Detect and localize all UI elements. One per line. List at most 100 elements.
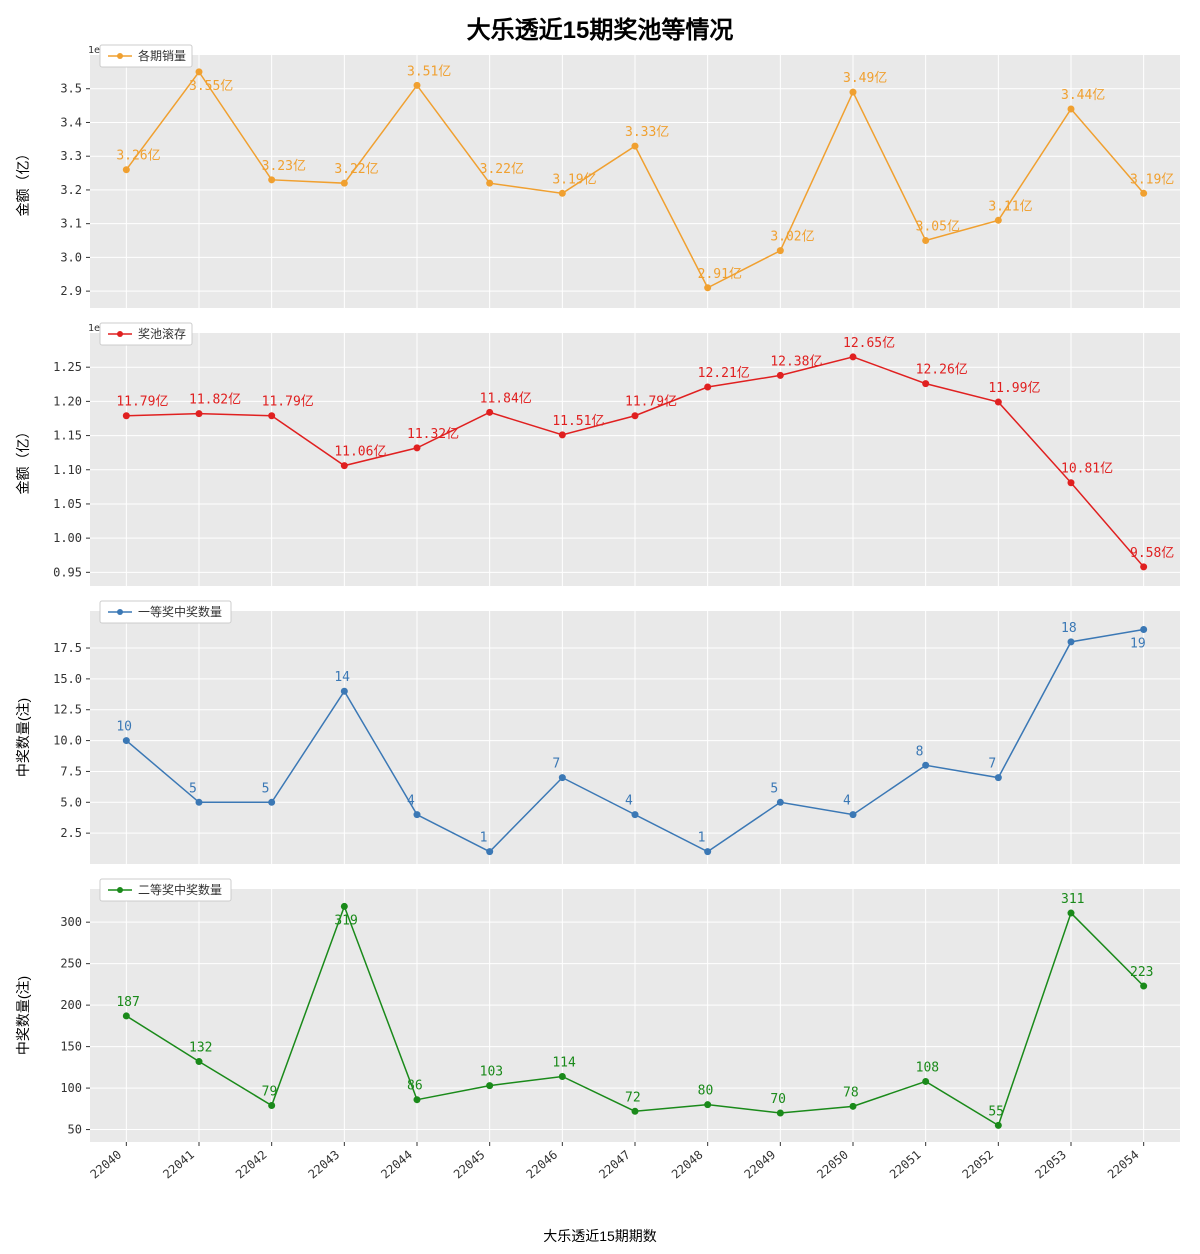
svg-text:3.22亿: 3.22亿 <box>334 162 378 177</box>
svg-text:1.15: 1.15 <box>53 429 82 443</box>
svg-text:22042: 22042 <box>233 1148 270 1182</box>
svg-text:5: 5 <box>189 781 197 796</box>
svg-text:22046: 22046 <box>524 1148 561 1182</box>
svg-text:70: 70 <box>770 1092 786 1107</box>
svg-text:11.82亿: 11.82亿 <box>189 393 241 408</box>
svg-text:22048: 22048 <box>669 1148 706 1182</box>
svg-text:1.00: 1.00 <box>53 531 82 545</box>
svg-text:50: 50 <box>68 1123 82 1137</box>
svg-text:250: 250 <box>60 957 82 971</box>
svg-text:22050: 22050 <box>814 1148 851 1182</box>
svg-text:3.33亿: 3.33亿 <box>625 125 669 140</box>
svg-text:3.55亿: 3.55亿 <box>189 79 233 94</box>
svg-text:4: 4 <box>625 794 633 809</box>
svg-text:3.0: 3.0 <box>60 250 82 264</box>
svg-text:3.23亿: 3.23亿 <box>262 159 306 174</box>
svg-text:2.91亿: 2.91亿 <box>698 267 742 282</box>
svg-text:11.51亿: 11.51亿 <box>552 414 604 429</box>
svg-text:78: 78 <box>843 1085 859 1100</box>
svg-text:4: 4 <box>407 794 415 809</box>
svg-text:11.84亿: 11.84亿 <box>480 391 532 406</box>
svg-text:3.51亿: 3.51亿 <box>407 64 451 79</box>
svg-text:5: 5 <box>262 781 270 796</box>
svg-text:一等奖中奖数量: 一等奖中奖数量 <box>138 604 222 619</box>
svg-text:7: 7 <box>552 757 560 772</box>
svg-text:3.02亿: 3.02亿 <box>770 230 814 245</box>
svg-text:2.9: 2.9 <box>60 284 82 298</box>
svg-text:4: 4 <box>843 794 851 809</box>
svg-text:1.20: 1.20 <box>53 394 82 408</box>
svg-text:22049: 22049 <box>742 1148 779 1182</box>
svg-text:300: 300 <box>60 915 82 929</box>
svg-text:8: 8 <box>916 744 924 759</box>
svg-text:55: 55 <box>988 1104 1004 1119</box>
svg-text:金额（亿）: 金额（亿） <box>15 147 31 217</box>
chart-title: 大乐透近15期奖池等情况 <box>0 10 1200 45</box>
svg-text:80: 80 <box>698 1084 714 1099</box>
svg-text:5.0: 5.0 <box>60 795 82 809</box>
svg-text:319: 319 <box>334 913 357 928</box>
svg-text:1: 1 <box>698 831 706 846</box>
svg-text:3.3: 3.3 <box>60 149 82 163</box>
chart-svg: 2.93.03.13.23.33.43.51e8金额（亿）3.26亿3.55亿3… <box>0 0 1200 1254</box>
svg-text:12.38亿: 12.38亿 <box>770 354 822 369</box>
svg-text:12.65亿: 12.65亿 <box>843 336 895 351</box>
svg-text:1: 1 <box>480 831 488 846</box>
svg-text:3.44亿: 3.44亿 <box>1061 88 1105 103</box>
svg-text:108: 108 <box>916 1060 939 1075</box>
svg-text:18: 18 <box>1061 621 1077 636</box>
svg-text:114: 114 <box>552 1055 576 1070</box>
svg-text:1.05: 1.05 <box>53 497 82 511</box>
svg-text:17.5: 17.5 <box>53 641 82 655</box>
svg-text:3.1: 3.1 <box>60 217 82 231</box>
svg-text:10.0: 10.0 <box>53 734 82 748</box>
svg-text:22052: 22052 <box>960 1148 997 1182</box>
svg-text:10: 10 <box>116 720 132 735</box>
svg-text:0.95: 0.95 <box>53 565 82 579</box>
svg-text:22051: 22051 <box>887 1148 924 1182</box>
svg-text:132: 132 <box>189 1041 212 1056</box>
svg-text:22040: 22040 <box>88 1148 125 1182</box>
svg-text:22041: 22041 <box>160 1148 197 1182</box>
chart-container: 大乐透近15期奖池等情况 2.93.03.13.23.33.43.51e8金额（… <box>0 0 1200 1254</box>
svg-text:3.11亿: 3.11亿 <box>988 199 1032 214</box>
svg-text:14: 14 <box>334 670 350 685</box>
svg-text:3.2: 3.2 <box>60 183 82 197</box>
svg-text:11.06亿: 11.06亿 <box>334 445 386 460</box>
svg-text:中奖数量(注): 中奖数量(注) <box>15 698 31 777</box>
svg-text:12.26亿: 12.26亿 <box>916 363 968 378</box>
svg-text:103: 103 <box>480 1065 503 1080</box>
svg-text:22054: 22054 <box>1105 1148 1142 1182</box>
svg-text:19: 19 <box>1130 637 1146 652</box>
svg-text:100: 100 <box>60 1081 82 1095</box>
svg-text:3.26亿: 3.26亿 <box>116 149 160 164</box>
svg-text:1.25: 1.25 <box>53 360 82 374</box>
svg-text:86: 86 <box>407 1079 423 1094</box>
svg-text:10.81亿: 10.81亿 <box>1061 462 1113 477</box>
svg-text:22053: 22053 <box>1032 1148 1069 1182</box>
svg-text:中奖数量(注): 中奖数量(注) <box>15 976 31 1055</box>
svg-text:22047: 22047 <box>596 1148 633 1182</box>
svg-text:7: 7 <box>988 757 996 772</box>
svg-text:3.5: 3.5 <box>60 82 82 96</box>
svg-text:150: 150 <box>60 1040 82 1054</box>
svg-text:1.10: 1.10 <box>53 463 82 477</box>
svg-text:二等奖中奖数量: 二等奖中奖数量 <box>138 882 222 897</box>
svg-text:3.19亿: 3.19亿 <box>1130 172 1174 187</box>
svg-text:11.79亿: 11.79亿 <box>262 395 314 410</box>
x-axis-label: 大乐透近15期期数 <box>0 1226 1200 1246</box>
svg-text:11.79亿: 11.79亿 <box>116 395 168 410</box>
svg-text:11.32亿: 11.32亿 <box>407 427 459 442</box>
svg-text:3.05亿: 3.05亿 <box>916 220 960 235</box>
svg-text:9.58亿: 9.58亿 <box>1130 546 1174 561</box>
svg-text:11.99亿: 11.99亿 <box>988 381 1040 396</box>
svg-text:3.19亿: 3.19亿 <box>552 172 596 187</box>
svg-text:200: 200 <box>60 998 82 1012</box>
svg-text:3.22亿: 3.22亿 <box>480 162 524 177</box>
svg-text:奖池滚存: 奖池滚存 <box>138 326 186 341</box>
svg-text:72: 72 <box>625 1090 641 1105</box>
svg-text:11.79亿: 11.79亿 <box>625 395 677 410</box>
svg-text:2.5: 2.5 <box>60 826 82 840</box>
svg-text:7.5: 7.5 <box>60 764 82 778</box>
svg-text:3.49亿: 3.49亿 <box>843 71 887 86</box>
